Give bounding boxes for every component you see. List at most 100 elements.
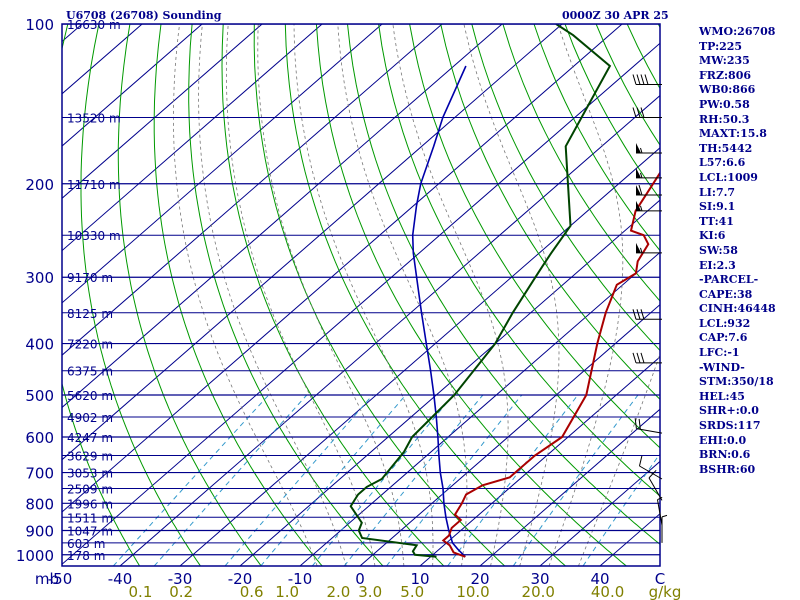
wind-barb-flag [638, 418, 641, 430]
sounding-index-item: TP:225 [699, 39, 743, 53]
wind-barb-half-flag [640, 172, 643, 179]
isotherm-line [479, 408, 660, 566]
wind-barb [632, 74, 662, 85]
sounding-index-item: SRDS:117 [699, 419, 761, 433]
wind-barb [636, 200, 662, 212]
pressure-tick-label: 100 [25, 16, 54, 34]
dry-adiabat-line [347, 24, 660, 545]
height-label: 1511 m [67, 511, 113, 525]
isotherm-line [62, 24, 623, 513]
dry-adiabat-line [502, 24, 660, 302]
sounding-index-item: BSHR:60 [699, 462, 756, 476]
wind-barb-flag [636, 107, 641, 118]
dry-adiabat-line [221, 24, 445, 566]
dry-adiabat-line [153, 24, 323, 566]
dry-adiabat-line [378, 24, 660, 497]
height-label: 4247 m [67, 431, 113, 445]
dry-adiabat-line [80, 24, 201, 566]
mixing-ratio-line [582, 452, 660, 566]
isotherm-line [179, 147, 660, 566]
isotherm-line [359, 303, 660, 566]
height-label: 7220 m [67, 338, 113, 352]
wind-barb-flag [640, 309, 645, 320]
moist-adiabat-line [392, 24, 509, 566]
sounding-index-item: SHR+:0.0 [699, 404, 759, 418]
sounding-index-item: LCL:1009 [699, 170, 758, 184]
height-label: 13520 m [67, 111, 121, 125]
temperature-tick-label: -30 [168, 570, 193, 588]
moist-adiabat-line [548, 24, 624, 566]
pressure-tick-label: 500 [25, 387, 54, 405]
isotherm-line [62, 24, 263, 200]
mixing-ratio-line [224, 394, 374, 566]
plot-area [62, 24, 660, 566]
moist-adiabat-line [293, 24, 434, 566]
mixing-ratio-label: 2.0 [326, 583, 350, 600]
sounding-index-item: LI:7.7 [699, 185, 736, 199]
dry-adiabat-line [253, 24, 506, 566]
moist-adiabat-line [578, 352, 660, 566]
wind-barb-pennant [636, 242, 641, 253]
dry-adiabat-line [315, 24, 627, 566]
dry-adiabat-line [533, 24, 660, 252]
height-label: 603 m [67, 537, 105, 551]
wind-barb-flag [632, 107, 637, 118]
temperature-tick-label: 40 [590, 570, 609, 588]
dry-adiabat-line [62, 24, 141, 566]
dry-adiabat-line [471, 24, 660, 352]
wind-barb-staff [639, 465, 663, 480]
pressure-tick-label: 300 [25, 269, 54, 287]
mixing-ratio-line [512, 394, 639, 566]
height-label: 10330 m [67, 229, 121, 243]
parcel-trace-line [411, 65, 467, 558]
height-label: 1047 m [67, 524, 113, 538]
wind-barb-flag [636, 74, 641, 85]
height-label: 5620 m [67, 389, 113, 403]
mixing-ratio-label: 40.0 [591, 583, 624, 600]
wind-barb-flag [638, 184, 643, 196]
isotherm-line [239, 199, 660, 566]
isotherm-line [119, 94, 660, 566]
sounding-index-item: CAPE:38 [699, 287, 753, 301]
sounding-index-item: RH:50.3 [699, 112, 750, 126]
temperature-tick-label: 10 [410, 570, 429, 588]
mixing-ratio-line [311, 394, 454, 566]
isotherm-line [62, 42, 660, 565]
height-label: 1996 m [67, 497, 113, 511]
height-label: 3629 m [67, 449, 113, 463]
moist-adiabat-line [198, 24, 347, 566]
wind-barb-staff [648, 477, 663, 501]
dewpoint-trace-line [349, 24, 612, 558]
height-label: 2509 m [67, 482, 113, 496]
isotherm-line [62, 24, 563, 461]
wind-barb [638, 455, 663, 480]
sounding-index-item: BRN:0.6 [699, 448, 751, 462]
temperature-tick-label: 0 [355, 570, 365, 588]
wind-barb-flag [634, 418, 637, 429]
height-label: 11710 m [67, 178, 121, 192]
wind-barb [648, 469, 663, 501]
isotherm-line [62, 24, 443, 356]
sounding-index-item: PW:0.58 [699, 97, 750, 111]
height-label: 178 m [67, 549, 105, 563]
mixing-ratio-label: 0.1 [129, 583, 153, 600]
sounding-indices-list: WMO:26708 TP:225 MW:235 FRZ:806 WB0:866 PW:0.… [699, 25, 776, 477]
moist-adiabat-line [463, 24, 560, 566]
sounding-time: 0000Z 30 APR 25 [562, 9, 669, 22]
sounding-index-item: WB0:866 [699, 83, 756, 97]
pressure-unit-label: mb [35, 570, 59, 588]
pressure-tick-label: 900 [25, 522, 54, 540]
moist-adiabat-line [226, 24, 376, 566]
wind-barb-flag [640, 107, 645, 118]
height-label: 6375 m [67, 365, 113, 379]
sounding-index-item: LFC:-1 [699, 346, 740, 360]
height-label: 9170 m [67, 271, 113, 285]
dry-adiabat-line [440, 24, 660, 401]
sounding-index-item: -WIND- [699, 360, 745, 374]
temperature-tick-label: -20 [228, 570, 253, 588]
wind-barb [656, 496, 663, 526]
mixing-ratio-line [260, 394, 407, 566]
sounding-index-item: WMO:26708 [699, 25, 776, 38]
sounding-index-item: L57:6.6 [699, 156, 746, 170]
